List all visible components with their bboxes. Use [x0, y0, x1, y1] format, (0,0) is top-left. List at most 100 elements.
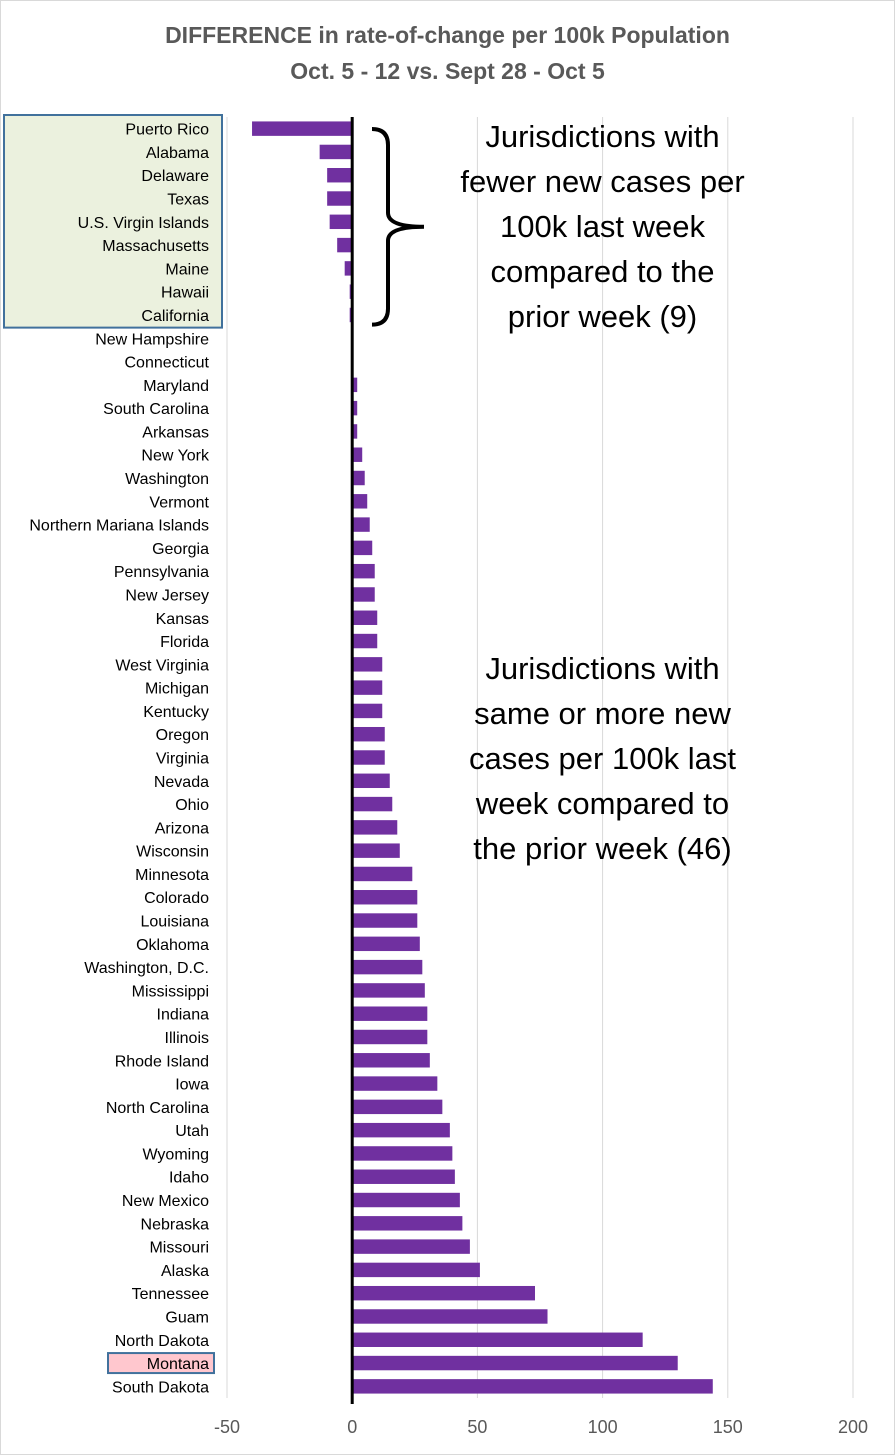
category-label: North Carolina — [106, 1100, 209, 1117]
bar — [337, 237, 353, 253]
category-label: Georgia — [152, 541, 209, 558]
bar — [352, 1006, 428, 1021]
category-label: Utah — [175, 1123, 209, 1140]
bar — [352, 680, 383, 695]
annotation-more-cases: Jurisdictions with same or more new case… — [468, 651, 737, 866]
x-tick-label: -50 — [214, 1417, 240, 1437]
category-label: Colorado — [144, 890, 209, 907]
category-label: Delaware — [141, 168, 209, 185]
bar — [352, 983, 425, 998]
category-label: Pennsylvania — [114, 564, 209, 581]
bar — [352, 1029, 428, 1045]
category-label: Washington, D.C. — [84, 960, 209, 977]
bar — [352, 1355, 678, 1371]
bar — [352, 750, 385, 765]
fewer-cases-highlight — [3, 114, 223, 329]
bar — [352, 1169, 455, 1184]
bar — [352, 1309, 548, 1324]
category-label: Tennessee — [132, 1286, 209, 1303]
bar — [352, 1099, 443, 1115]
category-label: New Hampshire — [95, 331, 209, 348]
category-label: Wisconsin — [136, 844, 209, 861]
category-label: Nevada — [154, 774, 209, 791]
bar — [319, 144, 353, 160]
bar — [352, 1076, 438, 1091]
category-label: Massachusetts — [102, 238, 209, 255]
bar — [352, 773, 390, 789]
bar — [352, 936, 420, 952]
category-label: Oregon — [156, 727, 209, 744]
category-label: North Dakota — [115, 1333, 209, 1350]
bar — [352, 447, 363, 462]
category-label: Virginia — [156, 751, 209, 768]
bar — [352, 470, 365, 486]
category-label: Guam — [165, 1309, 209, 1326]
bar — [329, 214, 353, 230]
category-label: Puerto Rico — [125, 122, 209, 139]
montana-highlight — [107, 1352, 215, 1375]
bar — [352, 913, 418, 928]
category-label: Iowa — [175, 1077, 209, 1094]
category-label: Indiana — [157, 1007, 210, 1024]
category-label: Alabama — [146, 145, 209, 162]
category-label: Alaska — [161, 1263, 209, 1280]
category-label: Kansas — [156, 611, 209, 628]
x-tick-label: 0 — [347, 1417, 357, 1437]
category-label: Idaho — [169, 1170, 209, 1187]
category-label: Montana — [147, 1356, 209, 1373]
bar — [352, 587, 375, 602]
bar — [352, 1285, 535, 1301]
bar — [352, 1379, 713, 1394]
category-label: Louisiana — [141, 914, 210, 931]
bar — [352, 517, 370, 532]
category-label: Oklahoma — [136, 937, 209, 954]
bar — [352, 633, 378, 649]
x-tick-label: 150 — [713, 1417, 743, 1437]
category-label: Texas — [167, 192, 209, 209]
category-label: Wyoming — [142, 1146, 209, 1163]
bar — [352, 820, 398, 835]
category-label: South Carolina — [103, 401, 209, 418]
bar — [352, 703, 383, 719]
bar — [352, 400, 358, 416]
bar — [327, 168, 353, 183]
bar — [352, 1239, 470, 1254]
category-label: South Dakota — [112, 1379, 209, 1396]
bar — [327, 191, 353, 206]
bar — [352, 843, 400, 858]
bar — [352, 726, 385, 742]
bar — [352, 1332, 643, 1347]
category-label: Kentucky — [143, 704, 209, 721]
curly-brace — [371, 127, 425, 327]
category-label: Nebraska — [141, 1216, 210, 1233]
bar — [352, 1122, 450, 1138]
bar — [352, 1262, 480, 1278]
category-label: New Mexico — [122, 1193, 209, 1210]
category-label: Missouri — [149, 1240, 209, 1257]
bar — [352, 377, 358, 393]
bar — [352, 1053, 430, 1068]
bar — [352, 866, 413, 882]
category-label: Illinois — [165, 1030, 209, 1047]
bar — [352, 563, 375, 579]
x-tick-label: 200 — [838, 1417, 868, 1437]
bar — [352, 657, 383, 672]
category-label: Northern Mariana Islands — [29, 518, 209, 535]
category-label: Connecticut — [125, 355, 210, 372]
category-label: Rhode Island — [115, 1053, 209, 1070]
category-label: Vermont — [149, 494, 209, 511]
bar — [352, 796, 393, 812]
chart-title: DIFFERENCE in rate-of-change per 100k Po… — [165, 22, 730, 48]
chart-subtitle: Oct. 5 - 12 vs. Sept 28 - Oct 5 — [290, 58, 605, 84]
bar — [352, 890, 418, 905]
bar — [352, 610, 378, 625]
category-label: Minnesota — [135, 867, 209, 884]
category-label: Ohio — [175, 797, 209, 814]
category-label: Michigan — [145, 681, 209, 698]
category-label: U.S. Virgin Islands — [78, 215, 209, 232]
annotation-fewer-cases: Jurisdictions with fewer new cases per 1… — [460, 119, 745, 334]
bar — [352, 1146, 453, 1161]
category-label: West Virginia — [115, 657, 209, 674]
bar — [352, 1192, 460, 1208]
